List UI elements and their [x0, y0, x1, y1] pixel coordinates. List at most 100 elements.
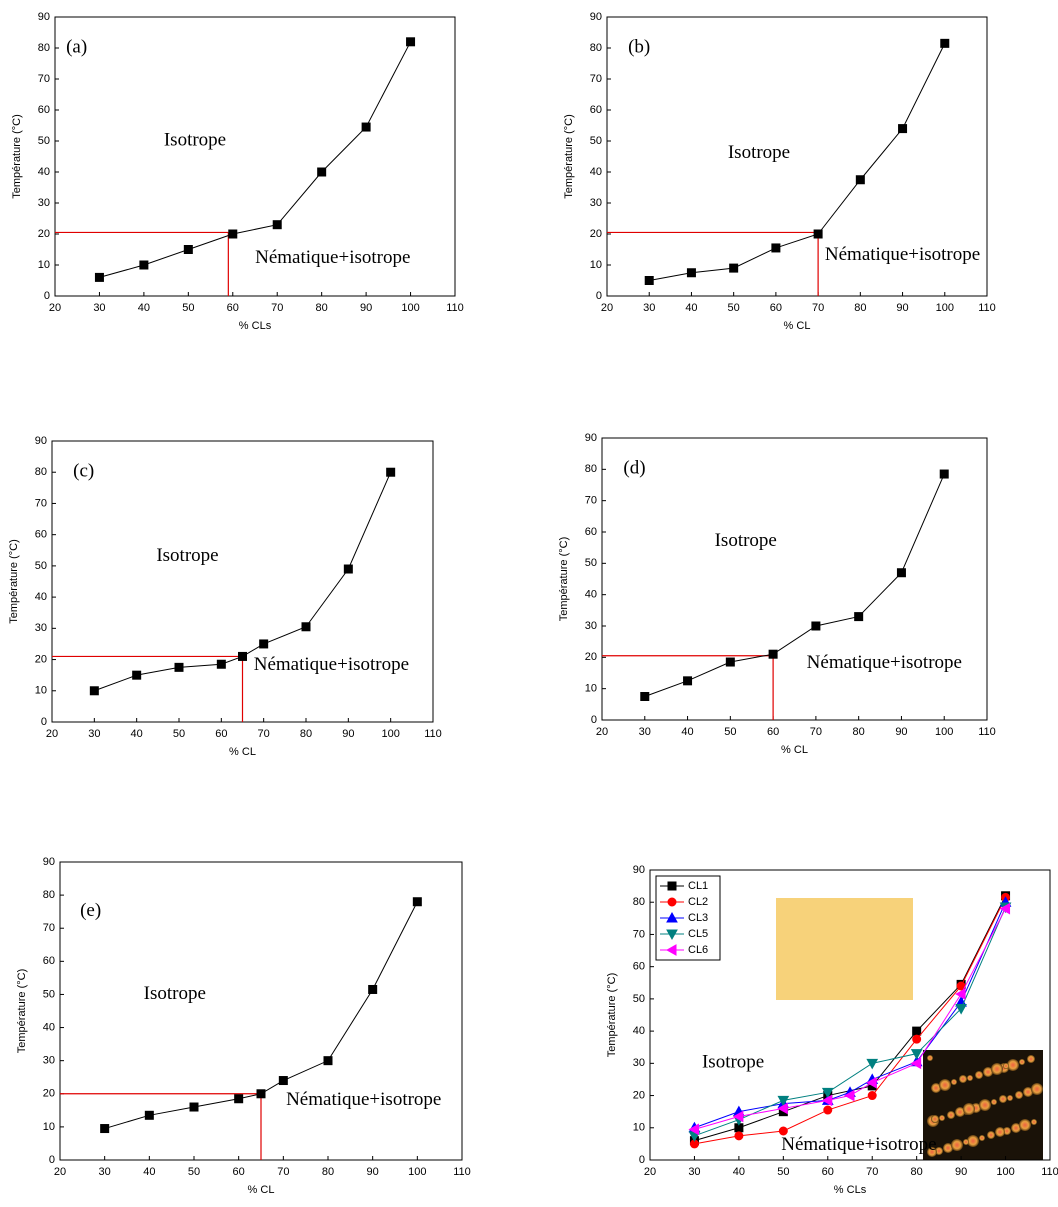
y-tick-label: 10: [590, 259, 602, 271]
x-tick-label: 100: [408, 1166, 426, 1178]
x-tick-label: 30: [93, 302, 105, 314]
y-axis-label: Température (°C): [606, 973, 618, 1057]
y-tick-label: 70: [590, 73, 602, 85]
y-tick-label: 10: [35, 685, 47, 697]
x-tick-label: 60: [767, 726, 779, 738]
marker: [278, 1076, 288, 1086]
y-tick-label: 60: [35, 529, 47, 541]
droplet: [1019, 1059, 1025, 1065]
marker: [368, 984, 378, 994]
legend-label: CL2: [688, 896, 708, 908]
x-tick-label: 90: [342, 728, 354, 740]
marker: [778, 1126, 788, 1136]
chart-panel: 20 30 40 50 60 70 80 90 100 110 0 10 20 30 40 50 60 70 80 9…: [563, 11, 996, 332]
x-tick-label: 50: [182, 302, 194, 314]
x-tick-label: 70: [866, 1166, 878, 1178]
x-axis-label: % CLs: [834, 1184, 867, 1196]
marker: [811, 621, 821, 631]
y-tick-label: 30: [585, 620, 597, 632]
droplet: [927, 1147, 937, 1157]
y-tick-label: 60: [590, 104, 602, 116]
legend-label: CL6: [688, 944, 708, 956]
x-tick-label: 110: [978, 302, 996, 314]
y-axis-label: Température (°C): [558, 537, 570, 621]
x-tick-label: 30: [639, 726, 651, 738]
marker: [644, 276, 654, 285]
y-tick-label: 90: [38, 11, 50, 23]
droplet: [995, 1127, 1005, 1137]
droplet: [939, 1079, 951, 1091]
y-tick-label: 40: [590, 166, 602, 178]
x-axis-label: % CL: [248, 1184, 275, 1196]
y-tick-label: 80: [590, 42, 602, 54]
annotation: (b): [628, 36, 650, 57]
chart-panel: 20 30 40 50 60 70 80 90 100 110 0 10 20 30 40 50 60 70 80 9…: [16, 856, 471, 1196]
x-tick-label: 90: [955, 1166, 967, 1178]
y-tick-label: 10: [585, 683, 597, 695]
y-tick-label: 80: [43, 889, 55, 901]
x-tick-label: 40: [138, 302, 150, 314]
y-tick-label: 40: [43, 1021, 55, 1033]
y-tick-label: 60: [43, 955, 55, 967]
series-line: [99, 41, 411, 278]
droplet: [963, 1103, 975, 1115]
chart-panel: 20 30 40 50 60 70 80 90 100 110 0 10 20 30 40 50 60 70 80 9…: [558, 432, 996, 756]
marker: [323, 1056, 333, 1066]
marker: [939, 469, 949, 479]
x-tick-label: 100: [936, 302, 954, 314]
y-tick-label: 20: [585, 651, 597, 663]
y-tick-label: 20: [35, 653, 47, 665]
inset-image-isotrope: [776, 898, 913, 1000]
x-tick-label: 110: [424, 728, 442, 740]
y-tick-label: 20: [590, 228, 602, 240]
droplet: [975, 1071, 983, 1079]
marker: [732, 1110, 744, 1123]
y-axis-label: Température (°C): [11, 114, 23, 198]
x-axis-label: % CL: [229, 746, 256, 758]
x-tick-label: 20: [601, 302, 613, 314]
marker: [955, 1004, 967, 1015]
y-tick-label: 10: [43, 1121, 55, 1133]
marker: [665, 944, 677, 956]
marker: [406, 37, 416, 47]
marker: [667, 897, 677, 907]
marker: [666, 911, 678, 923]
marker: [940, 38, 950, 48]
y-tick-label: 90: [590, 11, 602, 23]
marker: [843, 1089, 855, 1102]
x-tick-label: 60: [227, 302, 239, 314]
y-tick-label: 0: [41, 716, 47, 728]
marker: [189, 1102, 199, 1112]
marker: [139, 260, 149, 270]
marker: [132, 670, 142, 680]
marker: [386, 467, 396, 477]
x-tick-label: 30: [88, 728, 100, 740]
marker: [183, 245, 193, 254]
marker: [777, 1102, 788, 1115]
marker: [777, 1095, 790, 1107]
droplet: [987, 1131, 995, 1139]
marker: [910, 1049, 923, 1060]
droplet: [1015, 1091, 1023, 1099]
y-tick-label: 50: [35, 560, 47, 572]
annotation: Nématique+isotrope: [255, 247, 410, 268]
y-tick-label: 80: [35, 466, 47, 478]
y-tick-label: 80: [633, 896, 645, 908]
x-tick-label: 30: [688, 1166, 700, 1178]
droplet: [991, 1099, 997, 1105]
droplet: [1011, 1123, 1021, 1133]
x-tick-label: 40: [143, 1166, 155, 1178]
y-tick-label: 20: [38, 228, 50, 240]
y-tick-label: 0: [596, 290, 602, 302]
chart-panel: 20 30 40 50 60 70 80 90 100 110 0 10 20 30 40 50 60 70 80 9…: [11, 11, 464, 332]
droplet: [1003, 1063, 1009, 1069]
x-tick-label: 40: [131, 728, 143, 740]
x-tick-label: 40: [733, 1166, 745, 1178]
y-tick-label: 40: [633, 1025, 645, 1037]
x-tick-label: 50: [777, 1166, 789, 1178]
legend-label: CL3: [688, 912, 708, 924]
marker: [867, 1091, 877, 1101]
y-tick-label: 30: [43, 1055, 55, 1067]
x-tick-label: 50: [728, 302, 740, 314]
